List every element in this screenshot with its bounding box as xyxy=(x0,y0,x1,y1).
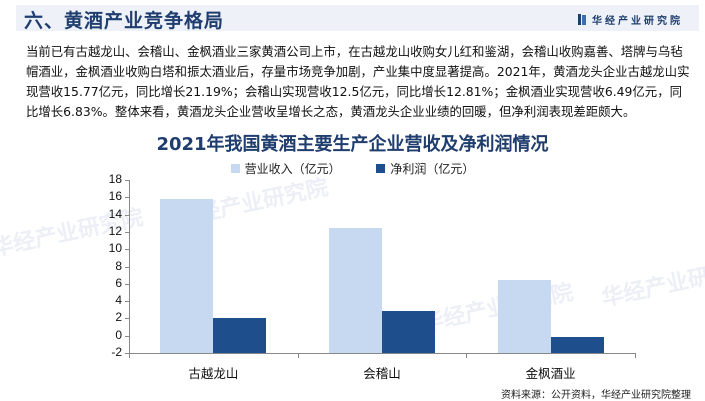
chart-legend: 营业收入（亿元） 净利润（亿元） xyxy=(0,160,705,177)
bar-profit xyxy=(213,318,267,353)
source-note: 资料来源：公开资料，华经产业研究院整理 xyxy=(501,390,691,401)
x-category-label: 古越龙山 xyxy=(188,366,239,381)
y-tick-mark xyxy=(125,249,129,251)
y-tick-label: 18 xyxy=(108,172,122,186)
y-tick-label: 2 xyxy=(115,310,122,325)
x-category-label: 金枫酒业 xyxy=(525,366,576,381)
y-tick-label: 8 xyxy=(115,258,122,273)
section-title: 六、黄酒产业竞争格局 xyxy=(24,10,225,32)
description-paragraph: 当前已有古越龙山、会稽山、金枫酒业三家黄酒公司上市，在古越龙山收购女儿红和鉴湖，… xyxy=(26,44,690,119)
y-tick-mark xyxy=(125,266,129,268)
legend-item-revenue: 营业收入（亿元） xyxy=(230,160,341,177)
y-tick-label: 6 xyxy=(115,275,122,290)
legend-swatch-profit xyxy=(376,164,386,173)
y-tick-mark xyxy=(125,335,129,337)
brand: 华经产业研究院 xyxy=(578,12,683,27)
y-tick-mark xyxy=(125,283,129,285)
y-tick-label: 16 xyxy=(108,189,122,204)
legend-swatch-revenue xyxy=(230,164,240,173)
bar-revenue xyxy=(329,227,382,353)
x-axis xyxy=(129,353,635,354)
x-tick-mark xyxy=(635,353,636,358)
y-tick-mark xyxy=(125,197,129,199)
watermark: 华经产业研究院 xyxy=(0,205,146,262)
y-tick-mark xyxy=(125,180,129,181)
x-tick-mark xyxy=(129,353,130,358)
legend-item-profit: 净利润（亿元） xyxy=(376,160,474,177)
y-tick-mark xyxy=(125,214,129,216)
bar-profit xyxy=(550,337,604,353)
y-tick-mark xyxy=(125,353,129,354)
section-header: 六、黄酒产业竞争格局 华经产业研究院 xyxy=(16,5,699,32)
brand-logo-icon xyxy=(578,14,586,25)
legend-label-revenue: 营业收入（亿元） xyxy=(244,162,341,176)
y-tick-label: 0 xyxy=(115,327,122,342)
brand-name: 华经产业研究院 xyxy=(592,16,683,27)
y-tick-mark xyxy=(125,318,129,320)
x-category-label: 会稽山 xyxy=(363,366,401,381)
y-tick-label: 4 xyxy=(115,293,122,308)
y-tick-label: 14 xyxy=(108,206,122,221)
y-tick-label: 12 xyxy=(108,223,122,238)
watermark: 华经产业研究院 xyxy=(599,255,705,312)
bar-profit xyxy=(382,311,435,353)
x-tick-mark xyxy=(297,353,299,358)
x-tick-mark xyxy=(466,353,468,358)
bar-revenue xyxy=(160,199,214,353)
legend-label-profit: 净利润（亿元） xyxy=(390,162,475,176)
y-axis xyxy=(129,180,130,353)
bar-revenue xyxy=(497,279,551,353)
y-tick-label: -2 xyxy=(111,345,122,359)
y-tick-mark xyxy=(125,301,129,303)
chart-title: 2021年我国黄酒主要生产企业营收及净利润情况 xyxy=(156,134,549,155)
y-tick-label: 10 xyxy=(108,241,122,256)
y-tick-mark xyxy=(125,231,129,233)
